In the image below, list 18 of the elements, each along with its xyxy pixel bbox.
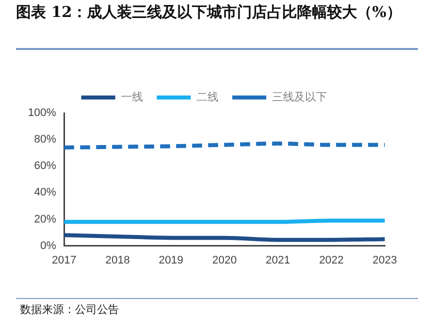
y-tick-label: 100%	[28, 107, 56, 120]
y-tick-label: 20%	[34, 213, 56, 226]
y-tick-label: 80%	[34, 134, 56, 146]
x-tick-label: 2018	[105, 254, 130, 266]
legend-label: 一线	[120, 90, 143, 104]
x-tick-label: 2023	[372, 254, 398, 266]
legend-label: 三线及以下	[272, 90, 327, 104]
x-tick-label: 2021	[266, 254, 290, 266]
x-tick-label: 2019	[158, 254, 184, 266]
legend-label: 二线	[196, 90, 218, 104]
chart-title: 图表 12：成人装三线及以下城市门店占比降幅较大（%）	[16, 2, 402, 22]
y-tick-label: 0%	[40, 240, 56, 252]
source-note: 数据来源：公司公告	[20, 302, 119, 317]
y-tick-label: 60%	[34, 160, 56, 172]
x-tick-label: 2020	[212, 254, 237, 266]
x-tick-label: 2017	[52, 254, 76, 266]
y-tick-label: 40%	[34, 186, 56, 199]
x-tick-label: 2022	[319, 254, 344, 266]
